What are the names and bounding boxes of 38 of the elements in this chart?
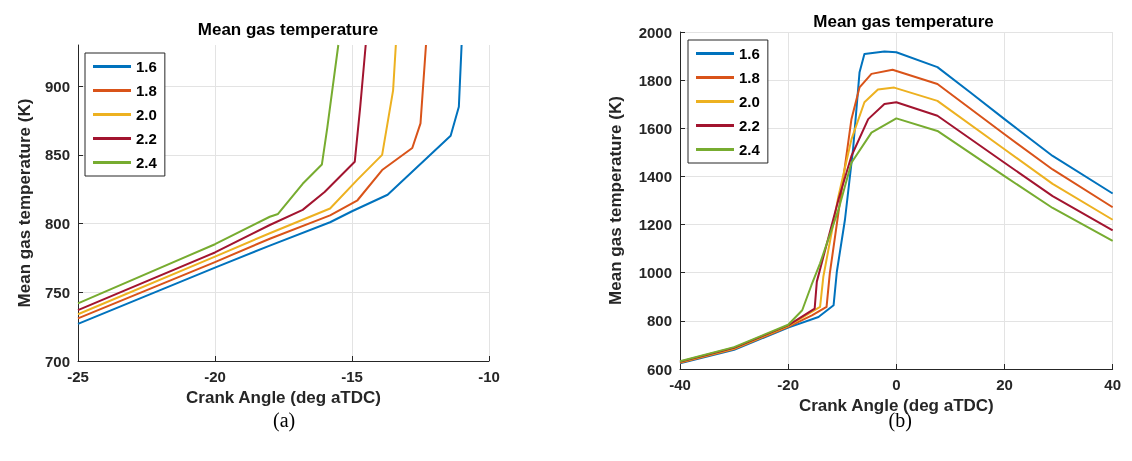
x-tick-label: 0 (892, 376, 901, 393)
y-tick-label: 700 (44, 352, 70, 370)
text: (a) (273, 409, 296, 432)
legend-label: 1.6 (136, 58, 157, 75)
y-tick-label: 1000 (638, 264, 672, 282)
y-tick-label: 1600 (638, 119, 672, 137)
legend-label: 1.8 (739, 69, 760, 86)
legend-label: 1.8 (136, 82, 157, 99)
legend-label: 2.0 (739, 93, 760, 110)
x-tick-label: -15 (341, 368, 363, 385)
y-tick-label: 850 (44, 146, 70, 164)
chart-title: Mean gas temperature (813, 12, 994, 31)
y-tick-label: 750 (44, 283, 70, 301)
legend-label: 2.0 (136, 106, 157, 123)
legend-label: 2.4 (136, 154, 158, 171)
y-tick-label: 800 (646, 312, 672, 330)
y-tick-label: 600 (646, 360, 672, 378)
x-tick-label: -20 (777, 376, 800, 393)
x-tick-label: -25 (67, 368, 89, 385)
x-tick-label: -10 (478, 368, 500, 385)
y-tick-label: 2000 (638, 23, 672, 41)
legend-label: 2.2 (739, 117, 760, 134)
x-tick-label: 40 (1104, 376, 1121, 393)
y-tick-label: 1800 (638, 71, 672, 89)
x-tick-label: -40 (669, 376, 691, 393)
chart-title: Mean gas temperature (197, 20, 379, 39)
x-tick-label: 20 (996, 376, 1013, 393)
y-axis-title: Mean gas temperature (K) (15, 98, 34, 308)
x-axis-title: Crank Angle (deg aTDC) (186, 388, 381, 407)
y-tick-label: 1400 (638, 167, 672, 185)
legend-label: 2.4 (739, 141, 761, 158)
y-axis-title: Mean gas temperature (K) (606, 96, 625, 305)
legend-label: 2.2 (136, 130, 157, 147)
y-tick-label: 900 (44, 77, 70, 95)
y-tick-label: 1200 (638, 216, 672, 234)
x-tick-label: -20 (204, 368, 226, 385)
legend-label: 1.6 (739, 45, 760, 62)
y-tick-label: 800 (44, 215, 70, 233)
